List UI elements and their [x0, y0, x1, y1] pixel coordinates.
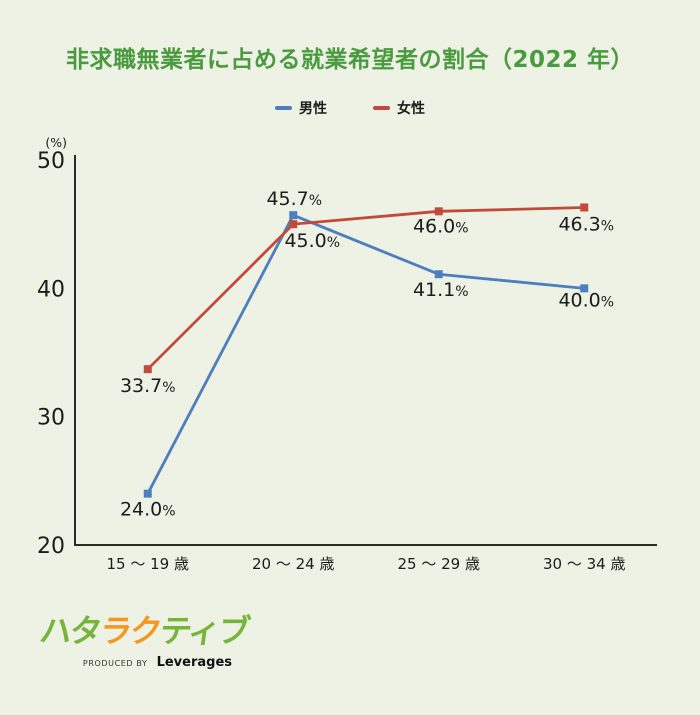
- data-point-marker: [289, 211, 298, 220]
- data-point-marker: [143, 365, 152, 374]
- axis: [74, 155, 657, 546]
- legend-swatch-icon: [275, 106, 292, 110]
- legend-swatch-icon: [373, 106, 390, 110]
- logo-part-3: ティブ: [157, 612, 251, 650]
- data-point-marker: [434, 270, 443, 279]
- data-point-label: 46.3%: [558, 213, 614, 235]
- company-name: Leverages: [156, 655, 232, 671]
- y-tick-label: 40: [37, 277, 65, 302]
- y-tick-label: 20: [37, 534, 65, 559]
- series-line: [146, 206, 585, 371]
- data-point-marker: [143, 489, 152, 498]
- x-tick-label: 30 〜 34 歳: [543, 555, 625, 573]
- chart-legend: 男性 女性: [0, 98, 700, 118]
- data-point-marker: [580, 284, 589, 293]
- produced-by-label: PRODUCED BY: [82, 659, 148, 669]
- data-point-marker: [580, 203, 589, 212]
- data-point-label: 33.7%: [120, 375, 176, 397]
- x-tick-label: 25 〜 29 歳: [398, 555, 480, 573]
- data-point-label: 41.1%: [413, 279, 469, 301]
- y-tick-label: 50: [37, 149, 65, 174]
- produced-by-line: PRODUCED BY Leverages: [40, 651, 232, 670]
- series-line: [146, 213, 585, 495]
- data-point-label: 45.7%: [266, 188, 322, 210]
- legend-label: 男性: [299, 101, 327, 117]
- legend-item: 男性: [275, 98, 327, 118]
- data-point-marker: [289, 220, 298, 229]
- data-point-label: 45.0%: [284, 230, 340, 252]
- legend-item: 女性: [373, 98, 425, 118]
- logo-part-2: ラク: [97, 612, 163, 650]
- footer-logo: ハタラクティブ PRODUCED BY Leverages: [37, 612, 250, 670]
- data-point-label: 40.0%: [558, 289, 614, 311]
- x-tick-label: 15 〜 19 歳: [107, 555, 189, 573]
- y-axis-unit-label: (%): [45, 135, 67, 150]
- logo-part-1: ハタ: [37, 612, 103, 650]
- data-point-marker: [434, 207, 443, 216]
- logo-text: ハタラクティブ: [37, 612, 250, 650]
- x-tick-label: 20 〜 24 歳: [252, 555, 334, 573]
- y-tick-label: 30: [37, 406, 65, 431]
- legend-label: 女性: [397, 101, 425, 117]
- chart-title: 非求職無業者に占める就業希望者の割合（2022 年）: [65, 47, 635, 73]
- data-point-label: 24.0%: [120, 499, 176, 521]
- data-point-label: 46.0%: [413, 215, 469, 237]
